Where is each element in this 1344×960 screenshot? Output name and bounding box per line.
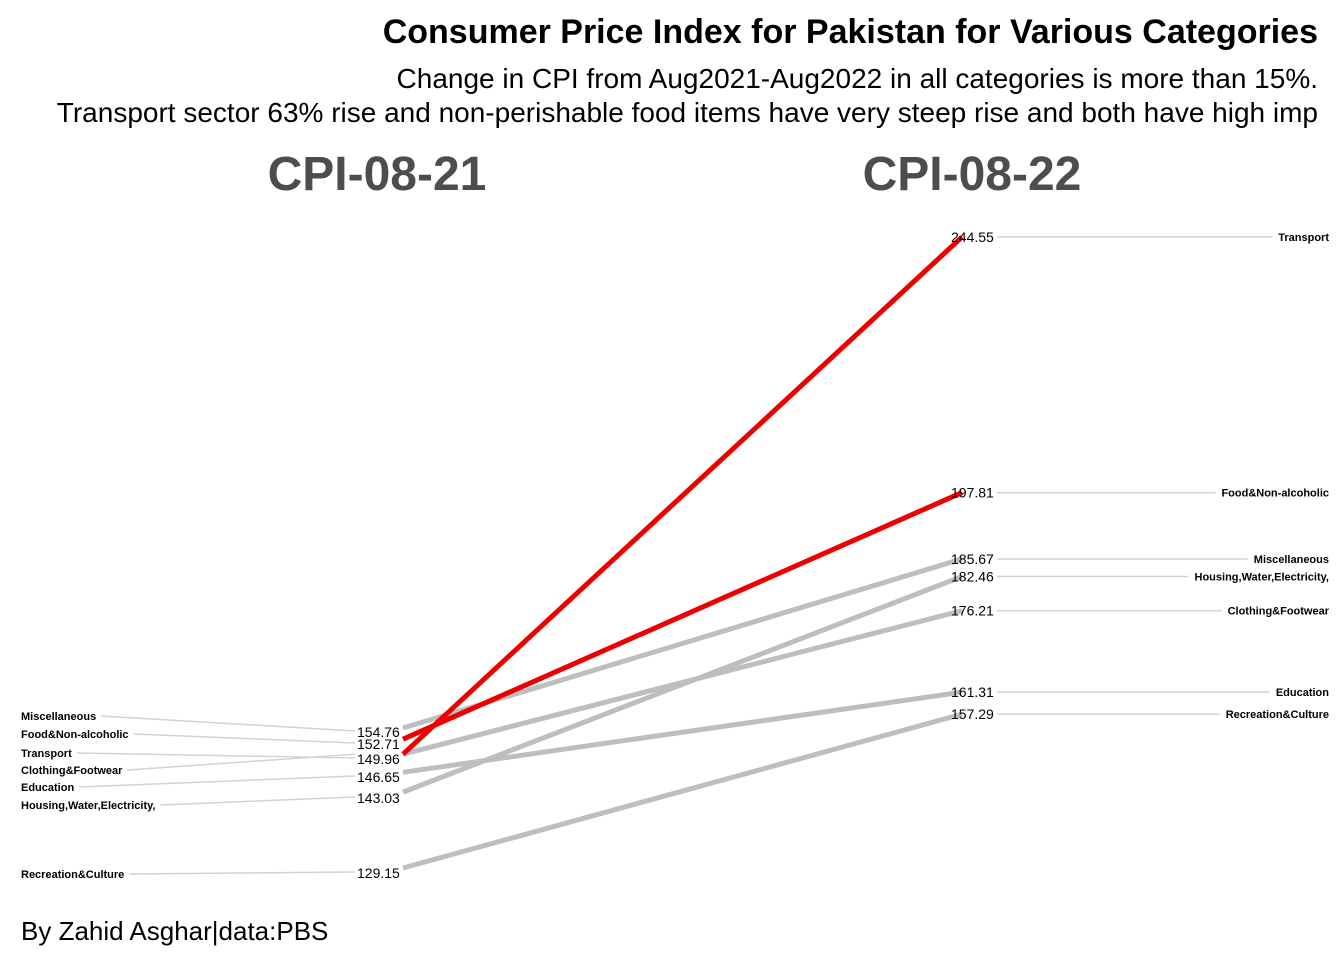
left-category-label-transport: Transport (21, 748, 72, 760)
right-category-label-miscellaneous: Miscellaneous (1254, 554, 1329, 566)
chart-subtitle-line-2: Transport sector 63% rise and non-perish… (57, 97, 1318, 128)
left-category-label-food-non-alcoholic: Food&Non-alcoholic (21, 729, 129, 741)
right-value-label-housing-water-electricity: 182.46 (951, 569, 994, 585)
right-category-label-recreation-culture: Recreation&Culture (1226, 709, 1329, 721)
slope-line-recreation-culture (402, 711, 963, 871)
chart-caption: By Zahid Asghar|data:PBS (21, 916, 328, 946)
right-category-label-clothing-footwear: Clothing&Footwear (1228, 606, 1330, 618)
left-category-label-education: Education (21, 782, 74, 794)
left-connector-recreation-culture (129, 871, 356, 875)
chart-subtitle-line-1: Change in CPI from Aug2021-Aug2022 in al… (397, 63, 1318, 94)
column-header-right: CPI-08-22 (863, 148, 1082, 201)
slope-line-education (402, 689, 963, 775)
right-category-label-education: Education (1276, 687, 1329, 699)
left-value-label-housing-water-electricity: 143.03 (357, 790, 400, 806)
left-connector-food-non-alcoholic (133, 733, 356, 744)
slope-line-transport (401, 235, 964, 757)
left-value-label-education: 146.65 (357, 769, 400, 785)
right-category-label-food-non-alcoholic: Food&Non-alcoholic (1221, 488, 1329, 500)
left-value-label-miscellaneous: 154.76 (357, 724, 400, 740)
left-category-label-recreation-culture: Recreation&Culture (21, 869, 124, 881)
right-value-label-education: 161.31 (951, 684, 994, 700)
right-value-label-recreation-culture: 157.29 (951, 706, 994, 722)
left-category-label-clothing-footwear: Clothing&Footwear (21, 765, 123, 777)
left-category-label-housing-water-electricity: Housing,Water,Electricity, (21, 800, 155, 812)
label-group: Transport 149.96 244.55 Transport Food&Non-a… (21, 229, 1330, 881)
right-value-label-transport: 244.55 (951, 229, 994, 245)
right-value-label-food-non-alcoholic: 197.81 (951, 485, 994, 501)
right-category-label-transport: Transport (1278, 232, 1329, 244)
left-connector-education (79, 775, 356, 788)
left-connector-group (76, 715, 356, 875)
right-value-label-miscellaneous: 185.67 (951, 551, 994, 567)
chart-title: Consumer Price Index for Pakistan for Va… (383, 13, 1318, 51)
slope-lines-other (402, 556, 963, 871)
left-value-label-transport: 149.96 (357, 751, 400, 767)
right-connector-group (997, 236, 1273, 715)
left-connector-miscellaneous (101, 715, 356, 732)
slope-lines-highlight (401, 235, 964, 757)
right-value-label-clothing-footwear: 176.21 (951, 603, 994, 619)
left-connector-housing-water-electricity (160, 796, 356, 806)
slope-line-food-non-alcoholic (401, 490, 964, 742)
left-value-label-recreation-culture: 129.15 (357, 865, 400, 881)
left-value-label-food-non-alcoholic: 152.71 (357, 736, 400, 752)
right-category-label-housing-water-electricity: Housing,Water,Electricity, (1195, 572, 1329, 584)
column-header-left: CPI-08-21 (268, 148, 487, 201)
left-connector-clothing-footwear (127, 753, 356, 771)
slope-line-clothing-footwear (402, 608, 963, 757)
left-category-label-miscellaneous: Miscellaneous (21, 711, 96, 723)
